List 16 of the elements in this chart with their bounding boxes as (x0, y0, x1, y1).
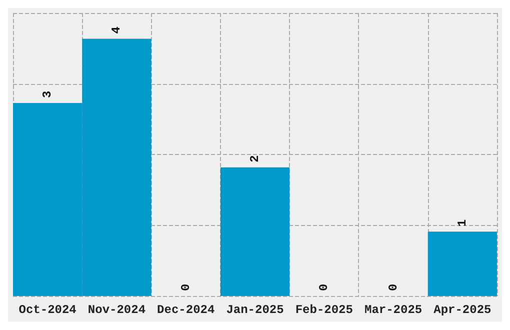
data-label: 0 (178, 284, 193, 291)
x-tick-label: Mar-2025 (364, 303, 422, 317)
x-tick-label: Feb-2025 (295, 303, 353, 317)
x-tick-label: Jan-2025 (226, 303, 284, 317)
x-tick-label: Dec-2024 (157, 303, 215, 317)
bar (428, 232, 497, 296)
data-label: 2 (248, 155, 262, 162)
x-tick-label: Nov-2024 (88, 303, 146, 317)
data-label: 0 (386, 284, 400, 291)
x-tick-label: Oct-2024 (18, 303, 76, 317)
x-tick-label: Apr-2025 (434, 303, 492, 317)
data-label: 3 (40, 90, 55, 98)
data-label: 1 (455, 219, 470, 227)
data-label: 4 (110, 26, 124, 34)
bar (220, 167, 290, 296)
data-label: 0 (317, 284, 332, 291)
